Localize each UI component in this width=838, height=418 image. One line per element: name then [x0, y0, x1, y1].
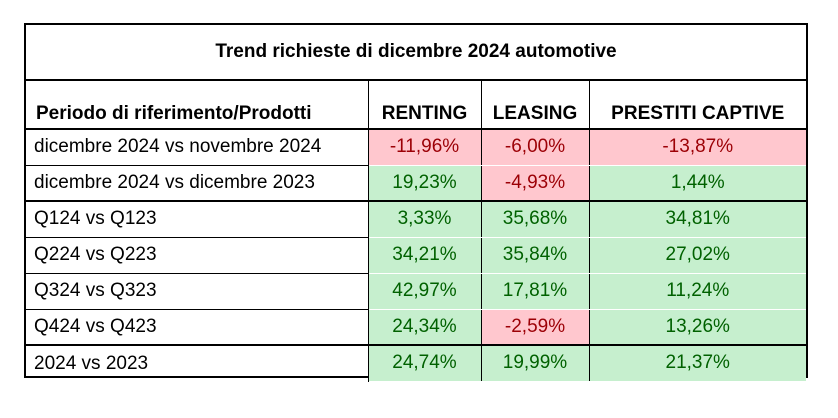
leasing-value: 35,84%: [481, 237, 590, 274]
table-row: Q224 vs Q223 34,21% 35,84% 27,02%: [26, 237, 806, 274]
row-label: Q324 vs Q323: [26, 273, 369, 310]
table-row: Q324 vs Q323 42,97% 17,81% 11,24%: [26, 273, 806, 310]
leasing-value: -6,00%: [481, 129, 590, 166]
trend-table-frame: Trend richieste di dicembre 2024 automot…: [24, 23, 808, 382]
prestiti-value: 1,44%: [589, 165, 806, 202]
trend-table: Periodo di riferimento/Prodotti RENTING …: [26, 81, 806, 382]
leasing-value: -2,59%: [481, 309, 590, 346]
renting-value: 3,33%: [368, 200, 482, 238]
prestiti-value: 34,81%: [589, 200, 806, 238]
header-renting: RENTING: [368, 81, 482, 130]
table-row: Q424 vs Q423 24,34% -2,59% 13,26%: [26, 309, 806, 346]
prestiti-value: 21,37%: [589, 344, 806, 382]
renting-value: 19,23%: [368, 165, 482, 202]
table-title: Trend richieste di dicembre 2024 automot…: [26, 25, 806, 81]
row-label: 2024 vs 2023: [26, 344, 369, 381]
table-row: 2024 vs 2023 24,74% 19,99% 21,37%: [26, 344, 806, 382]
prestiti-value: 27,02%: [589, 237, 806, 274]
header-prestiti-captive: PRESTITI CAPTIVE: [589, 81, 806, 130]
table-row: dicembre 2024 vs novembre 2024 -11,96% -…: [26, 129, 806, 166]
table-row: Q124 vs Q123 3,33% 35,68% 34,81%: [26, 200, 806, 238]
renting-value: -11,96%: [368, 129, 482, 166]
header-period: Periodo di riferimento/Prodotti: [26, 81, 369, 130]
renting-value: 34,21%: [368, 237, 482, 274]
header-row: Periodo di riferimento/Prodotti RENTING …: [26, 81, 806, 130]
renting-value: 42,97%: [368, 273, 482, 310]
renting-value: 24,34%: [368, 309, 482, 346]
leasing-value: 35,68%: [481, 200, 590, 238]
row-label: dicembre 2024 vs dicembre 2023: [26, 165, 369, 201]
prestiti-value: -13,87%: [589, 129, 806, 166]
leasing-value: 17,81%: [481, 273, 590, 310]
row-label: dicembre 2024 vs novembre 2024: [26, 129, 369, 166]
leasing-value: 19,99%: [481, 344, 590, 382]
header-leasing: LEASING: [481, 81, 590, 130]
leasing-value: -4,93%: [481, 165, 590, 202]
prestiti-value: 13,26%: [589, 309, 806, 346]
row-label: Q424 vs Q423: [26, 309, 369, 345]
row-label: Q124 vs Q123: [26, 200, 369, 238]
renting-value: 24,74%: [368, 344, 482, 382]
row-label: Q224 vs Q223: [26, 237, 369, 274]
prestiti-value: 11,24%: [589, 273, 806, 310]
table-row: dicembre 2024 vs dicembre 2023 19,23% -4…: [26, 165, 806, 202]
